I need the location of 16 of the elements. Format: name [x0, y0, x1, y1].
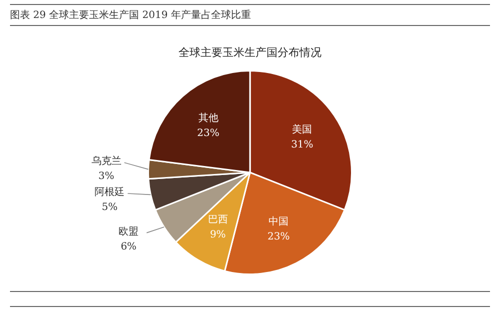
chart-subtitle: 全球主要玉米生产国分布情况: [178, 45, 322, 60]
data-label: 23%: [268, 231, 290, 242]
slice-label: 乌克兰: [91, 155, 122, 168]
chart-title: 图表 29 全球主要玉米生产国 2019 年产量占全球比重: [10, 4, 490, 26]
data-label: 31%: [291, 140, 314, 151]
slice-label: 中国: [268, 215, 289, 228]
slice-label: 欧盟: [118, 225, 139, 238]
data-label: 6%: [120, 241, 137, 252]
data-label: 23%: [197, 128, 220, 139]
data-label: 5%: [102, 202, 118, 214]
slice-label: 阿根廷: [94, 186, 125, 198]
data-label: 9%: [210, 229, 226, 240]
slice-label: 其他: [198, 112, 218, 124]
slice-label: 美国: [292, 124, 312, 136]
slice-label: 巴西: [208, 214, 228, 226]
data-label: 3%: [98, 171, 114, 182]
